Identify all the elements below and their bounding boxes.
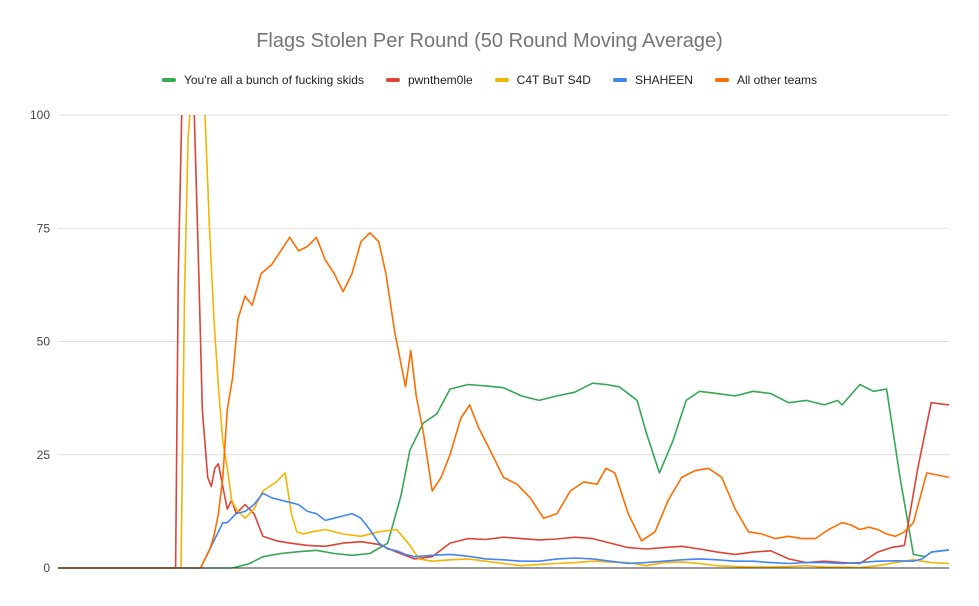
legend-label-shaheen: SHAHEEN [634, 73, 693, 87]
legend-label-pwnthem0le: pwnthem0le [407, 73, 473, 87]
y-tick-label: 75 [37, 221, 51, 235]
legend-label-skids: You're all a bunch of fucking skids [183, 73, 364, 87]
series-line-1 [58, 115, 949, 569]
legend-swatch-pwnthem0le [385, 78, 400, 82]
y-tick-label: 100 [30, 108, 50, 122]
legend-swatch-other [714, 78, 729, 82]
series-line-2 [58, 115, 949, 569]
legend-swatch-c4t [494, 78, 509, 82]
series-lines [58, 115, 949, 569]
legend-swatch-skids [161, 78, 176, 82]
series-line-0 [58, 382, 949, 569]
y-tick-label: 25 [37, 448, 51, 462]
gridlines [58, 114, 949, 456]
legend-label-other: All other teams [736, 73, 817, 87]
y-tick-label: 50 [37, 335, 51, 349]
legend-item-skids[interactable]: You're all a bunch of fucking skids [161, 73, 364, 87]
chart-legend: You're all a bunch of fucking skids pwnt… [0, 73, 979, 87]
series-line-3 [58, 492, 949, 569]
y-axis-ticks: 0 25 50 75 100 [30, 108, 50, 575]
y-tick-label: 0 [43, 561, 50, 575]
legend-swatch-shaheen [612, 78, 627, 82]
legend-item-shaheen[interactable]: SHAHEEN [612, 73, 693, 87]
legend-item-c4t[interactable]: C4T BuT S4D [494, 73, 591, 87]
legend-item-other[interactable]: All other teams [714, 73, 817, 87]
legend-label-c4t: C4T BuT S4D [516, 73, 591, 87]
legend-item-pwnthem0le[interactable]: pwnthem0le [385, 73, 473, 87]
chart-title: Flags Stolen Per Round (50 Round Moving … [256, 30, 723, 52]
series-line-4 [58, 232, 949, 569]
